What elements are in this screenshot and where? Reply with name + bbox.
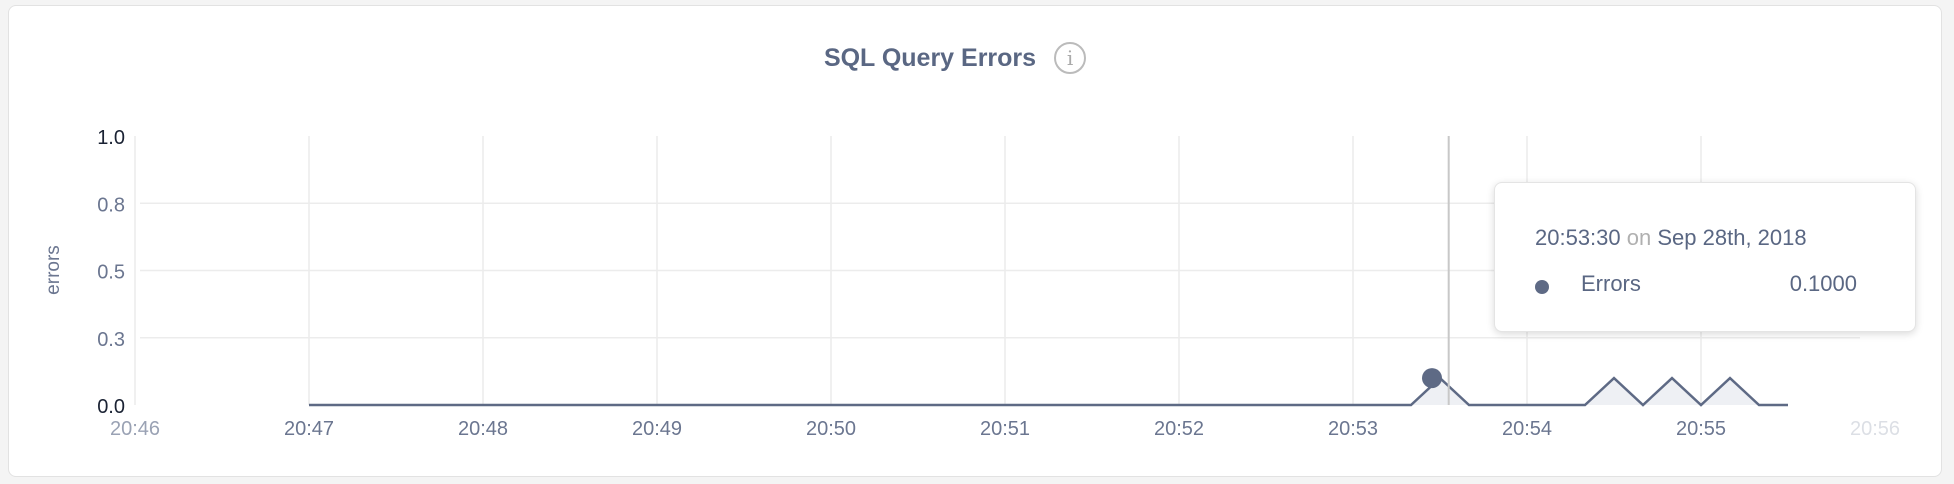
x-tick-label: 20:51 [980,418,1030,440]
x-tick-label: 20:49 [632,418,682,440]
x-tick-label: 20:46 [110,418,160,440]
y-tick-label: 0.0 [97,396,125,418]
chart-title: SQL Query Errors [823,43,1037,72]
hover-point [1422,368,1442,389]
info-icon[interactable]: i [1054,42,1087,74]
chart-header: SQL Query Errors i [9,42,1941,78]
y-tick-label: 0.5 [97,262,125,284]
tooltip-header: 20:53:30 on Sep 28th, 2018 [1535,225,1807,251]
tooltip-date: Sep 28th, 2018 [1657,225,1807,250]
x-tick-label: 20:48 [458,418,508,440]
tooltip-time: 20:53:30 [1535,225,1621,250]
y-tick-label: 0.8 [97,194,125,216]
x-tick-label: 20:52 [1154,418,1204,440]
x-tick-label: 20:50 [806,418,856,440]
x-tick-label: 20:54 [1502,418,1552,440]
series-area [309,378,1788,405]
chart-tooltip: 20:53:30 on Sep 28th, 2018 Errors 0.1000 [1494,182,1916,332]
tooltip-on: on [1626,225,1652,250]
y-axis-label: errors [43,245,64,295]
x-tick-label: 20:55 [1676,418,1726,440]
tooltip-series-label: Errors [1581,271,1641,296]
series-line [309,376,1788,407]
tooltip-value: 0.1000 [1789,271,1857,296]
x-tick-label: 20:56 [1850,418,1900,440]
y-tick-label: 0.3 [97,329,125,351]
x-tick-label: 20:47 [284,418,334,440]
x-tick-label: 20:53 [1328,418,1378,440]
y-tick-label: 1.0 [97,127,125,149]
series-dot-icon [1535,280,1549,294]
